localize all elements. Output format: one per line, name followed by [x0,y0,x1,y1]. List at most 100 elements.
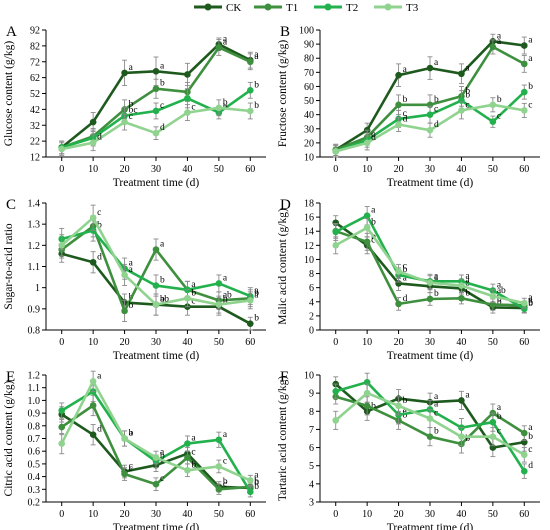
significance-letter: c [223,479,227,489]
x-tick-label: 30 [151,509,161,520]
significance-letter: b [160,295,165,305]
y-tick-label: 1.4 [28,199,41,210]
data-point [152,67,160,75]
y-tick-label: 0.8 [28,421,41,432]
x-tick-label: 60 [245,337,255,348]
significance-letter: b [160,276,165,286]
data-point [184,94,191,102]
data-point [89,139,97,147]
data-point [152,282,160,289]
data-point [215,44,223,51]
data-point [152,129,160,137]
significance-letter: b [497,297,502,307]
data-point [246,107,254,115]
significance-letter: a [434,273,439,283]
x-tick-label: 50 [214,164,224,175]
legend-marker [384,3,392,11]
data-point [520,299,528,307]
x-tick-label: 10 [88,164,98,175]
data-point [246,87,254,94]
data-point [246,58,254,66]
data-point [363,139,371,147]
y-tick-label: 80 [304,54,314,65]
significance-letter: b [223,297,228,307]
axes [316,374,540,506]
significance-letter: c [528,445,532,455]
legend-label: T3 [406,2,419,14]
x-tick-label: 60 [245,509,255,520]
data-point [363,224,371,231]
data-point [520,451,528,459]
significance-letter: b [254,80,259,90]
data-point [426,126,434,134]
data-point [246,477,254,484]
y-tick-label: 1.3 [28,220,41,231]
significance-letter: a [434,399,439,409]
data-point [489,43,497,51]
series-t2: bba ab [58,380,259,498]
series-ck: ba ab [332,376,533,458]
x-tick-label: 50 [214,337,224,348]
significance-letter: c [191,448,195,458]
y-tick-label: 100 [299,26,314,37]
panel-letter: C [6,197,16,213]
significance-letter: a [129,63,134,73]
significance-letter: b [223,295,228,305]
significance-letter: a [403,65,408,75]
legend-item-t2: T2 [314,2,358,14]
significance-letter: c [129,464,133,474]
data-point [458,282,465,289]
significance-letter: a [223,34,228,44]
significance-letter: a [465,271,470,281]
data-point [332,388,340,395]
x-tick-label: 50 [214,509,224,520]
data-point [489,118,497,126]
significance-letter: a [434,271,439,281]
x-tick-label: 60 [519,337,529,348]
significance-letter: b [254,101,259,111]
data-point [458,433,465,440]
data-point [152,85,160,93]
significance-letter: a [403,273,408,283]
x-tick-label: 30 [425,337,435,348]
y-tick-label: 42 [30,105,40,116]
data-point [89,258,97,266]
significance-letter: b [403,265,408,275]
significance-letter: b [434,427,439,437]
significance-letter: ab [223,290,232,300]
data-point [489,418,497,426]
significance-letter: b [403,95,408,105]
significance-letter: b [497,412,502,422]
y-tick-label: 8 [309,269,314,280]
data-point [215,301,223,308]
x-tick-label: 20 [120,337,130,348]
x-tick-label: 0 [59,509,64,520]
significance-letter: b [465,86,470,96]
data-point [520,88,528,96]
legend-marker [324,3,332,11]
y-tick-label: 0 [309,326,314,337]
significance-letter: b [254,478,259,488]
significance-letter: a [528,293,533,303]
data-point [246,488,254,496]
y-tick-label: 3 [309,498,314,509]
y-tick-label: 90 [304,40,314,51]
significance-letter: a [129,265,134,275]
significance-letter: a [497,31,502,41]
panel-letter: E [6,369,15,385]
significance-letter: b [434,95,439,105]
significance-letter: bc [129,106,138,116]
y-tick-label: 10 [304,255,314,266]
data-point [332,228,340,236]
significance-letter: a [160,61,165,71]
significance-letter: b [371,401,376,411]
significance-letter: b [528,299,533,309]
significance-letter: c [191,297,195,307]
